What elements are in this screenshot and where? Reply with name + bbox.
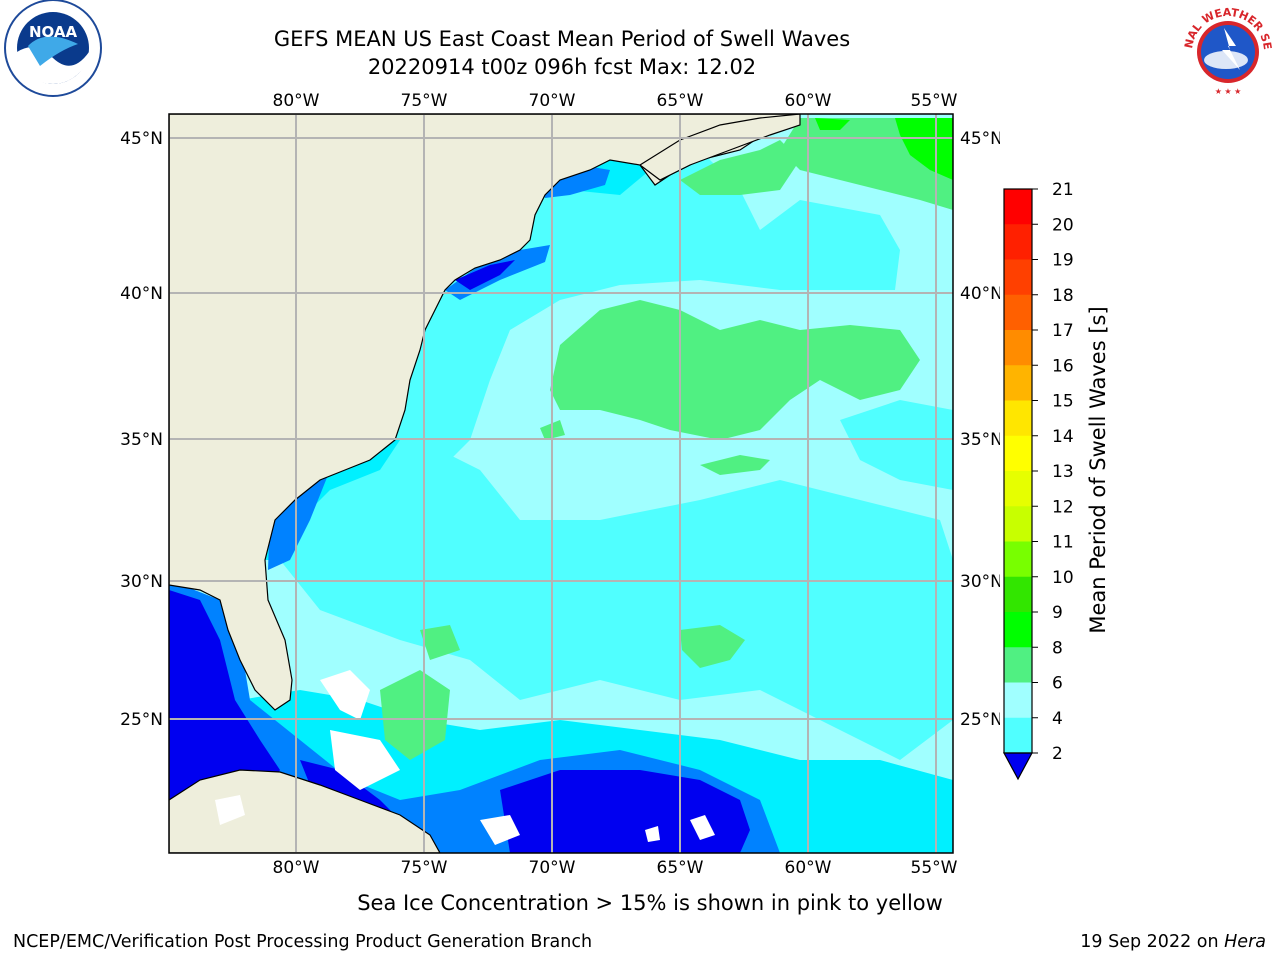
- chart-subtitle: 20220914 t00z 096h fcst Max: 12.02: [367, 55, 757, 79]
- colorbar-swatch: [1004, 330, 1032, 366]
- lon-label-top: 65°W: [657, 91, 704, 111]
- colorbar-tick-label: 13: [1052, 462, 1074, 482]
- colorbar-extend-arrow: [1002, 752, 1034, 781]
- colorbar-swatch: [1004, 189, 1032, 225]
- colorbar-tick-label: 2: [1052, 744, 1063, 764]
- colorbar-swatch: [1004, 259, 1032, 296]
- colorbar-swatch: [1004, 576, 1032, 613]
- lat-label-left: 30°N: [120, 572, 163, 592]
- colorbar-tick-label: 18: [1052, 286, 1074, 306]
- noaa-logo: NOAA: [4, 0, 102, 97]
- colorbar-swatch: [1004, 647, 1032, 683]
- colorbar-swatch: [1004, 365, 1032, 401]
- svg-text:★ ★ ★: ★ ★ ★: [1215, 87, 1242, 96]
- colorbar-outline: [1003, 188, 1033, 754]
- lat-label-right: 30°N: [960, 572, 1000, 592]
- lat-label-right: 45°N: [960, 129, 1000, 149]
- credit-host: Hera: [1224, 932, 1266, 952]
- colorbar-swatch: [1004, 435, 1032, 472]
- lat-label-right: 25°N: [960, 710, 1000, 730]
- lat-label-left: 40°N: [120, 284, 163, 304]
- lon-label-bottom: 70°W: [529, 858, 576, 878]
- bahamas-islands: [215, 670, 715, 845]
- colorbar-tick-label: 17: [1052, 321, 1074, 341]
- nws-logo: NATIONAL WEATHER SERVICE ★ ★ ★: [1178, 0, 1276, 98]
- colorbar-swatch: [1004, 294, 1032, 331]
- colorbar-tick-label: 11: [1052, 533, 1074, 553]
- lon-label-top: 60°W: [785, 91, 832, 111]
- lat-label-right: 40°N: [960, 284, 1000, 304]
- credit-right: 19 Sep 2022 on Hera: [1080, 932, 1266, 952]
- map-frame: [168, 113, 954, 854]
- lon-label-bottom: 65°W: [657, 858, 704, 878]
- land-cuba: [169, 769, 441, 853]
- lon-label-top: 55°W: [911, 91, 958, 111]
- lat-label-left: 35°N: [120, 430, 163, 450]
- colorbar-tick-label: 4: [1052, 709, 1063, 729]
- lon-label-top: 70°W: [529, 91, 576, 111]
- colorbar-swatches: [1002, 188, 1034, 781]
- colorbar-tick-label: 6: [1052, 674, 1063, 694]
- swell-region-9-10s: [380, 118, 953, 760]
- colorbar-tick-label: 15: [1052, 392, 1074, 412]
- colorbar-tick-label: 20: [1052, 215, 1074, 235]
- colorbar-swatch: [1004, 682, 1032, 719]
- colorbar-tick-label: 9: [1052, 603, 1063, 623]
- sea-ice-note: Sea Ice Concentration > 15% is shown in …: [357, 891, 943, 915]
- colorbar-swatch: [1004, 471, 1032, 507]
- colorbar-swatch: [1004, 612, 1032, 648]
- colorbar-tick-label: 8: [1052, 638, 1063, 658]
- graticule: [169, 114, 953, 853]
- colorbar-tick-label: 10: [1052, 568, 1074, 588]
- colorbar-label: Mean Period of Swell Waves [s]: [1086, 306, 1110, 633]
- lat-label-right: 35°N: [960, 430, 1000, 450]
- colorbar-swatch: [1004, 400, 1032, 437]
- swell-region-10-11s: [815, 118, 953, 180]
- colorbar-tick-label: 19: [1052, 251, 1074, 271]
- noaa-logo-text: NOAA: [29, 23, 78, 41]
- lon-label-top: 80°W: [273, 91, 320, 111]
- lat-label-left: 45°N: [120, 129, 163, 149]
- lon-label-bottom: 60°W: [785, 858, 832, 878]
- colorbar-ticks: 21 20 19 18 17 16 15 14 13 12 11 10 9 8 6 4 2: [1032, 180, 1074, 764]
- colorbar-swatch: [1004, 506, 1032, 542]
- colorbar-tick-label: 14: [1052, 427, 1074, 447]
- colorbar-tick-label: 16: [1052, 356, 1074, 376]
- chart-title: GEFS MEAN US East Coast Mean Period of S…: [273, 27, 851, 51]
- colorbar-tick-label: 12: [1052, 497, 1074, 517]
- lon-label-bottom: 55°W: [911, 858, 958, 878]
- colorbar-swatch: [1004, 541, 1032, 578]
- colorbar-tick-label: 21: [1052, 180, 1074, 200]
- lat-label-left: 25°N: [120, 710, 163, 730]
- colorbar-swatch: [1004, 224, 1032, 260]
- lon-label-bottom: 80°W: [273, 858, 320, 878]
- lon-label-bottom: 75°W: [401, 858, 448, 878]
- map-panel: 80°W 75°W 70°W 65°W 60°W 55°W 80°W 75°W …: [120, 91, 1000, 878]
- colorbar-swatch: [1004, 717, 1032, 754]
- credit-left: NCEP/EMC/Verification Post Processing Pr…: [13, 932, 593, 952]
- lon-label-top: 75°W: [401, 91, 448, 111]
- credit-date: 19 Sep 2022 on: [1080, 932, 1225, 952]
